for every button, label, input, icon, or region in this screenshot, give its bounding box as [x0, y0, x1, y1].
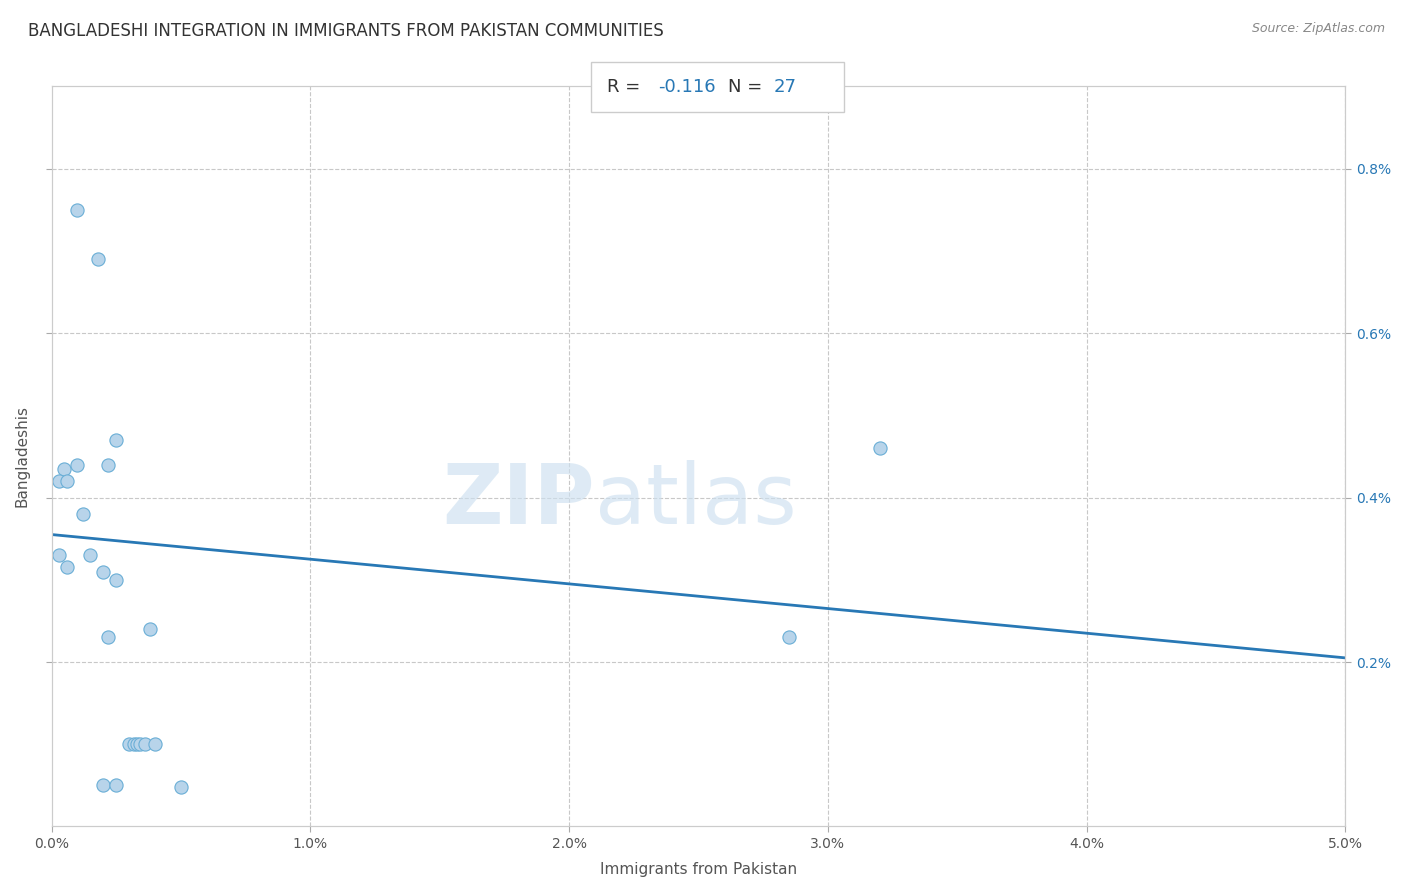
Text: BANGLADESHI INTEGRATION IN IMMIGRANTS FROM PAKISTAN COMMUNITIES: BANGLADESHI INTEGRATION IN IMMIGRANTS FR…: [28, 22, 664, 40]
Text: N =: N =: [728, 78, 768, 96]
Point: [869, 441, 891, 455]
Text: 27: 27: [773, 78, 796, 96]
Y-axis label: Bangladeshis: Bangladeshis: [15, 406, 30, 508]
Point: [125, 737, 148, 751]
Point: [124, 737, 146, 751]
Point: [139, 622, 162, 636]
Text: ZIP: ZIP: [443, 460, 595, 541]
Point: [128, 737, 150, 751]
Point: [66, 202, 89, 217]
Point: [134, 737, 156, 751]
Point: [66, 458, 89, 472]
Point: [91, 778, 114, 792]
Point: [105, 433, 128, 447]
Point: [778, 630, 800, 644]
Text: atlas: atlas: [595, 460, 797, 541]
Point: [91, 565, 114, 579]
Point: [48, 548, 70, 562]
Point: [105, 573, 128, 587]
X-axis label: Immigrants from Pakistan: Immigrants from Pakistan: [600, 862, 797, 877]
Text: -0.116: -0.116: [658, 78, 716, 96]
Point: [170, 780, 193, 794]
Point: [118, 737, 141, 751]
Point: [143, 737, 166, 751]
Point: [97, 630, 120, 644]
Point: [105, 778, 128, 792]
Point: [53, 462, 76, 476]
Point: [97, 458, 120, 472]
Point: [56, 474, 79, 488]
Point: [48, 474, 70, 488]
Point: [79, 548, 101, 562]
Point: [72, 507, 94, 521]
Text: R =: R =: [607, 78, 647, 96]
Point: [87, 252, 110, 266]
Text: Source: ZipAtlas.com: Source: ZipAtlas.com: [1251, 22, 1385, 36]
Point: [56, 560, 79, 574]
